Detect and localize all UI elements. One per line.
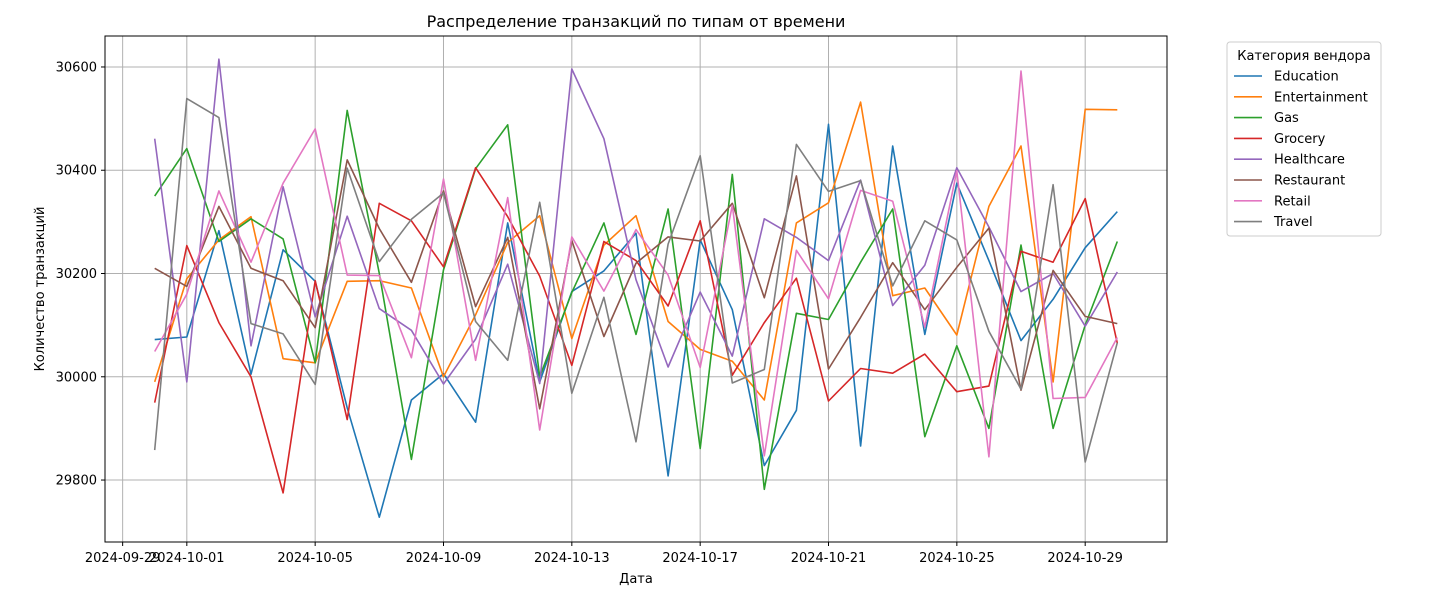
series-line-restaurant <box>154 159 1118 410</box>
legend-title: Категория вендора <box>1237 49 1371 64</box>
series-line-healthcare <box>153 58 1118 385</box>
y-tick-label: 29800 <box>56 474 97 489</box>
legend-label: Education <box>1274 70 1339 85</box>
y-tick-label: 30400 <box>56 164 97 179</box>
legend-frame <box>1226 41 1382 237</box>
series-lines <box>153 58 1119 519</box>
y-tick-label: 30600 <box>56 60 97 75</box>
x-tick-label: 2024-10-21 <box>791 551 867 566</box>
legend-label: Travel <box>1273 215 1313 230</box>
series-line-travel <box>153 97 1119 463</box>
legend-label: Healthcare <box>1274 153 1345 168</box>
legend: Категория вендора Education Entertainment… <box>1226 41 1382 237</box>
series-line-grocery <box>153 166 1119 494</box>
legend-items: Education Entertainment Gas Grocery Healthca… <box>1234 70 1368 230</box>
chart-title: Распределение транзакций по типам от вре… <box>427 12 846 31</box>
x-tick-label: 2024-10-13 <box>534 551 610 566</box>
grid <box>105 36 1167 542</box>
x-tick-label: 2024-10-09 <box>406 551 482 566</box>
y-tick-label: 30000 <box>56 370 97 385</box>
x-tick-label: 2024-10-29 <box>1047 551 1123 566</box>
x-tick-label: 2024-10-01 <box>149 551 225 566</box>
y-tick-label: 30200 <box>56 267 97 282</box>
legend-label: Restaurant <box>1274 174 1345 189</box>
legend-label: Retail <box>1274 194 1311 209</box>
legend-label: Grocery <box>1274 132 1326 147</box>
x-tick-label: 2024-10-25 <box>919 551 995 566</box>
x-axis-label: Дата <box>619 572 653 587</box>
plot-area-frame <box>104 35 1168 543</box>
series-line-gas <box>154 109 1119 491</box>
x-tick-label: 2024-10-05 <box>277 551 353 566</box>
x-tick-label: 2024-09-29 <box>85 551 161 566</box>
x-tick-label: 2024-10-17 <box>662 551 738 566</box>
legend-label: Entertainment <box>1274 90 1368 105</box>
y-axis-label: Количество транзакций <box>33 207 48 372</box>
series-line-retail <box>154 70 1119 458</box>
legend-label: Gas <box>1274 111 1299 126</box>
